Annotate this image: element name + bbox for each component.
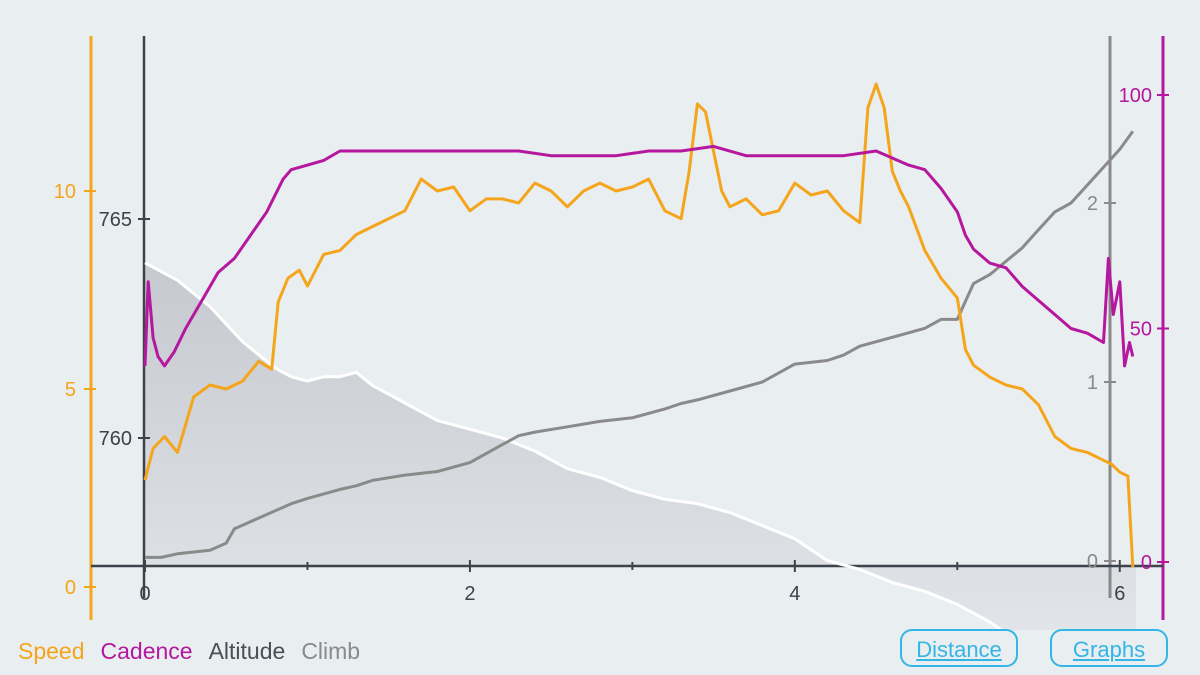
speed-tick-label: 10: [54, 181, 76, 203]
speed-line: [143, 82, 1135, 568]
graphs-button[interactable]: Graphs: [1050, 629, 1168, 667]
altitude-line: [144, 261, 1005, 630]
climb-tick-label: 2: [1087, 193, 1098, 215]
legend-speed: Speed: [18, 638, 85, 664]
climb-tick-label: 0: [1087, 551, 1098, 573]
distance-button[interactable]: Distance: [900, 629, 1018, 667]
legend-cadence: Cadence: [100, 638, 193, 664]
x-tick-label: 6: [1114, 583, 1125, 605]
speed-tick-label: 0: [65, 577, 76, 599]
cadence-tick-label: 0: [1141, 552, 1152, 574]
altitude-tick-label: 765: [99, 209, 132, 231]
altitude-tick-label: 760: [99, 428, 132, 450]
cadence-tick-label: 100: [1119, 85, 1152, 107]
speed-tick-label: 5: [65, 379, 76, 401]
legend-altitude: Altitude: [208, 638, 286, 664]
altitude-area: [145, 262, 1136, 630]
x-tick-label: 4: [789, 583, 800, 605]
x-tick-label: 0: [139, 583, 150, 605]
cadence-line: [143, 144, 1135, 368]
legend: Speed Cadence Altitude Climb: [18, 638, 360, 665]
legend-climb: Climb: [301, 638, 361, 664]
climb-tick-label: 1: [1087, 372, 1098, 394]
x-tick-label: 2: [464, 583, 475, 605]
cadence-tick-label: 50: [1130, 319, 1152, 341]
